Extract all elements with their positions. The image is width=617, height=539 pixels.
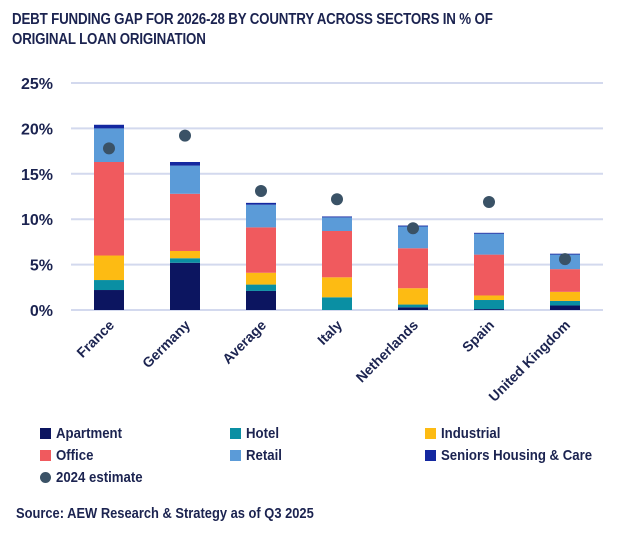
- bar-segment-retail: [474, 233, 504, 255]
- bar-stack-united-kingdom: [550, 253, 580, 310]
- x-axis-labels: France Germany Average Italy Netherlands Spai…: [73, 317, 573, 405]
- bar-segment-seniors-housing-care: [322, 216, 352, 218]
- x-tick-label: Germany: [139, 317, 193, 371]
- y-axis-ticks: 0% 5% 10% 15% 20% 25%: [21, 76, 53, 320]
- legend-swatch-retail: [230, 449, 241, 461]
- bar-segment-apartment: [398, 307, 428, 310]
- y-tick-label: 0%: [30, 303, 53, 320]
- legend-item-retail: Retail: [230, 445, 287, 465]
- legend-item-industrial: Industrial: [425, 423, 509, 443]
- bar-segment-industrial: [474, 295, 504, 301]
- bar-segment-apartment: [94, 290, 124, 310]
- estimate-dot: [179, 129, 191, 142]
- legend-item-seniors-housing: Seniors Housing & Care: [425, 445, 613, 465]
- legend-label-industrial: Industrial: [441, 424, 501, 442]
- x-tick-label: Spain: [459, 317, 497, 355]
- bar-segment-hotel: [170, 258, 200, 263]
- bar-segment-office: [170, 193, 200, 251]
- chart-title-line-2: ORIGINAL LOAN ORIGINATION: [12, 31, 206, 48]
- bar-segment-hotel: [246, 284, 276, 291]
- estimate-dot: [483, 195, 495, 208]
- x-tick-label: Netherlands: [353, 317, 422, 386]
- estimate-dot: [255, 185, 267, 198]
- x-tick-label: Average: [219, 317, 269, 367]
- legend-swatch-hotel: [230, 427, 241, 439]
- source-note: Source: AEW Research & Strategy as of Q3…: [16, 505, 314, 522]
- bar-segment-industrial: [94, 255, 124, 281]
- bar-segment-hotel: [322, 297, 352, 310]
- legend-swatch-apartment: [40, 427, 51, 439]
- bar-segment-retail: [170, 165, 200, 194]
- bar-segment-office: [246, 227, 276, 273]
- bar-segment-apartment: [550, 305, 580, 310]
- chart-title-line-1: DEBT FUNDING GAP FOR 2026-28 BY COUNTRY …: [12, 11, 493, 28]
- bar-segment-industrial: [170, 250, 200, 259]
- estimate-dot: [103, 142, 115, 155]
- bar-segment-industrial: [398, 288, 428, 305]
- legend-label-seniors-housing: Seniors Housing & Care: [441, 446, 593, 464]
- y-tick-label: 25%: [21, 76, 53, 93]
- bar-stack-france: [94, 124, 124, 310]
- y-tick-label: 15%: [21, 167, 53, 184]
- bar-segment-apartment: [170, 262, 200, 310]
- bar-segment-hotel: [550, 300, 580, 306]
- estimate-dot: [331, 193, 343, 206]
- bar-segment-hotel: [94, 280, 124, 291]
- estimate-dot: [407, 222, 419, 235]
- bar-stack-netherlands: [398, 225, 428, 310]
- legend-item-office: Office: [40, 445, 99, 465]
- x-tick-label: France: [73, 317, 117, 361]
- bar-segment-industrial: [246, 272, 276, 285]
- bar-segment-apartment: [474, 309, 504, 310]
- bar-stack-average: [246, 202, 276, 310]
- legend-label-retail: Retail: [246, 446, 282, 464]
- legend-swatch-office: [40, 449, 51, 461]
- legend-swatch-industrial: [425, 427, 436, 439]
- bar-segment-industrial: [550, 291, 580, 301]
- bar-stack-italy: [322, 216, 352, 310]
- bars: [94, 124, 580, 310]
- legend-label-hotel: Hotel: [246, 424, 279, 442]
- legend-item-apartment: Apartment: [40, 423, 131, 443]
- bar-segment-office: [550, 269, 580, 292]
- bar-segment-apartment: [246, 290, 276, 310]
- bar-segment-office: [398, 248, 428, 289]
- legend-item-hotel: Hotel: [230, 423, 284, 443]
- legend-item-2024-estimate: 2024 estimate: [40, 467, 154, 487]
- chart-plot: 0% 5% 10% 15% 20% 25% France Germany Average Ita…: [21, 76, 603, 405]
- x-tick-label: Italy: [314, 317, 345, 348]
- bar-stack-germany: [170, 161, 200, 310]
- bar-segment-retail: [398, 226, 428, 249]
- bar-segment-seniors-housing-care: [474, 232, 504, 234]
- bar-segment-office: [94, 161, 124, 256]
- estimate-markers: [103, 129, 571, 266]
- legend-label-2024-estimate: 2024 estimate: [56, 468, 143, 486]
- bar-segment-office: [474, 254, 504, 296]
- legend-label-apartment: Apartment: [56, 424, 123, 442]
- bar-segment-retail: [322, 217, 352, 232]
- y-tick-label: 5%: [30, 258, 53, 275]
- y-tick-label: 10%: [21, 212, 53, 229]
- bar-segment-seniors-housing-care: [94, 124, 124, 129]
- bar-segment-seniors-housing-care: [246, 202, 276, 205]
- bar-segment-hotel: [474, 300, 504, 310]
- legend-label-office: Office: [56, 446, 94, 464]
- bar-segment-hotel: [398, 304, 428, 308]
- bar-segment-retail: [246, 204, 276, 228]
- chart-title: DEBT FUNDING GAP FOR 2026-28 BY COUNTRY …: [12, 10, 605, 50]
- legend-dot-2024-estimate: [40, 471, 51, 483]
- bar-segment-industrial: [322, 277, 352, 298]
- bar-segment-office: [322, 231, 352, 278]
- bar-stack-spain: [474, 232, 504, 310]
- y-tick-label: 20%: [21, 121, 53, 138]
- bar-segment-seniors-housing-care: [170, 161, 200, 166]
- x-tick-label: United Kingdom: [485, 317, 573, 405]
- estimate-dot: [559, 253, 571, 266]
- legend-swatch-seniors-housing: [425, 449, 436, 461]
